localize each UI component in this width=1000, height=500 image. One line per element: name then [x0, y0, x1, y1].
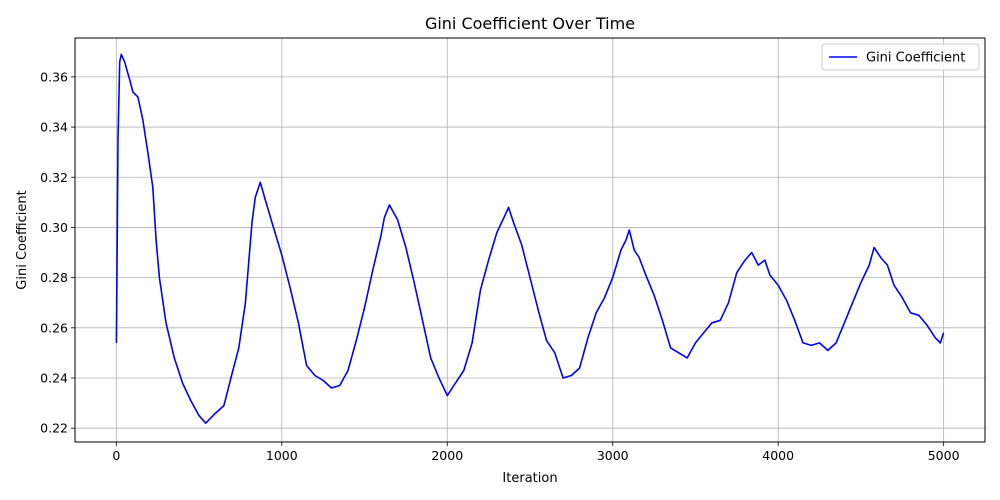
x-tick-label: 4000: [762, 448, 794, 463]
x-axis-label: Iteration: [502, 471, 557, 486]
x-tick-label: 1000: [266, 448, 298, 463]
y-tick-label: 0.26: [40, 320, 68, 335]
y-axis-label: Gini Coefficient: [15, 190, 30, 289]
y-tick-label: 0.36: [40, 69, 68, 84]
y-tick-label: 0.24: [40, 371, 68, 386]
plot-frame: [74, 37, 986, 443]
legend-box: [821, 43, 980, 71]
legend: Gini Coefficient: [821, 43, 980, 71]
x-tick-label: 3000: [597, 448, 629, 463]
grid-layer: [75, 38, 985, 442]
y-tick-label: 0.30: [40, 220, 68, 235]
x-tick-label: 0: [112, 448, 120, 463]
y-tick-label: 0.22: [40, 421, 68, 436]
tick-layer: 0 1000 2000 3000 4000 5000 0.22 0.24 0.26 0.28 0.3…: [40, 69, 959, 463]
x-tick-label: 5000: [928, 448, 960, 463]
chart-title: Gini Coefficient Over Time: [425, 14, 635, 33]
x-tick-label: 2000: [431, 448, 463, 463]
y-tick-label: 0.34: [40, 120, 68, 135]
legend-label-gini: Gini Coefficient: [866, 51, 965, 66]
series-layer: [115, 53, 945, 425]
series-line-gini: [115, 53, 945, 425]
y-tick-label: 0.28: [40, 270, 68, 285]
y-tick-label: 0.32: [40, 170, 68, 185]
